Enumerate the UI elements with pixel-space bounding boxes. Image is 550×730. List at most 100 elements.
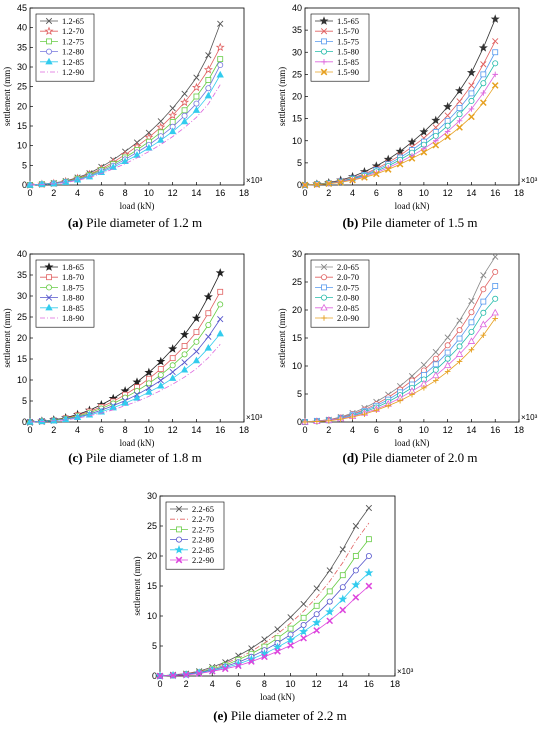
data-point-1.8-65	[215, 268, 225, 277]
series-1.5-90	[301, 82, 499, 189]
data-point-2.2-80	[365, 553, 372, 560]
legend-marker	[45, 294, 53, 301]
series-line-1.8-90	[29, 344, 221, 423]
data-point-1.5-85	[421, 145, 427, 152]
data-point-1.2-80	[205, 85, 212, 92]
x-tick-label: 8	[123, 188, 128, 198]
data-point-2.0-90	[314, 418, 320, 425]
data-point-1.5-90	[456, 124, 463, 131]
data-point-2.2-85	[312, 617, 322, 627]
data-point-1.5-85	[468, 106, 475, 112]
y-tick-label: 15	[147, 581, 157, 591]
legend-marker	[320, 28, 328, 35]
x-tick-label: 4	[75, 425, 80, 435]
y-tick-label: 20	[17, 101, 27, 111]
legend-label: 1.5-75	[337, 36, 359, 46]
data-point-1.2-85	[157, 136, 165, 143]
x-tick-label: 10	[419, 188, 429, 198]
data-point-1.5-80	[432, 132, 439, 139]
data-point-2.0-70	[468, 309, 475, 316]
legend-label: 2.0-80	[337, 293, 359, 303]
data-point-2.0-80	[492, 295, 499, 302]
data-point-1.5-90	[313, 181, 321, 188]
data-point-1.2-75	[193, 93, 200, 100]
data-point-1.8-70	[169, 355, 176, 362]
legend-marker	[44, 262, 54, 271]
data-point-1.2-65	[157, 118, 164, 125]
data-point-1.2-85	[133, 151, 141, 158]
data-point-1.5-90	[491, 82, 499, 89]
data-point-2.2-90	[287, 642, 294, 649]
data-point-2.0-80	[444, 355, 451, 362]
data-point-1.5-85	[492, 71, 499, 78]
caption-text-a: Pile diameter of 1.2 m	[83, 215, 203, 230]
caption-e: (e) Pile diameter of 2.2 m	[150, 708, 410, 724]
data-point-1.5-80	[456, 111, 463, 118]
data-point-2.0-90	[480, 332, 487, 338]
y-tick-label: 25	[17, 312, 27, 322]
data-point-2.2-85	[286, 635, 296, 644]
data-point-2.0-80	[468, 328, 475, 335]
caption-letter-a: (a)	[67, 215, 84, 230]
data-point-2.0-80	[456, 343, 463, 350]
data-point-1.2-65	[193, 74, 200, 81]
y-tick-label: 25	[292, 69, 302, 79]
x-tick-label: 6	[374, 188, 379, 198]
x-tick-label: 8	[123, 425, 128, 435]
y-tick-label: 0	[22, 180, 27, 190]
y-axis-label: settlement (mm)	[277, 67, 287, 126]
data-point-1.5-75	[468, 90, 475, 97]
data-point-1.8-80	[181, 359, 188, 366]
data-point-1.5-90	[420, 148, 428, 156]
legend-marker	[175, 556, 183, 564]
data-point-1.8-85	[192, 356, 201, 364]
data-point-2.0-65	[444, 334, 451, 341]
series-line-1.2-85	[29, 74, 221, 186]
x-tick-label: 10	[419, 425, 429, 435]
data-point-1.8-70	[157, 366, 164, 372]
legend-label: 1.5-80	[337, 47, 359, 57]
data-point-2.0-90	[421, 385, 427, 391]
y-tick-label: 0	[152, 671, 157, 681]
legend-label: 1.8-75	[62, 282, 84, 292]
data-point-2.0-75	[432, 361, 439, 368]
legend-marker	[321, 48, 328, 55]
data-point-1.8-70	[193, 329, 200, 336]
data-point-1.2-85	[85, 172, 94, 180]
y-tick-label: 25	[17, 82, 27, 92]
data-point-2.2-75	[313, 602, 320, 609]
data-point-1.2-70	[191, 82, 201, 92]
legend-marker	[176, 526, 182, 533]
data-point-2.2-90	[339, 606, 347, 614]
data-point-2.0-70	[432, 355, 439, 362]
data-point-2.0-70	[444, 342, 451, 349]
data-point-1.8-85	[145, 388, 153, 395]
data-point-2.2-85	[364, 568, 374, 577]
legend-label: 1.8-70	[62, 272, 84, 282]
data-point-1.8-75	[169, 362, 176, 369]
caption-letter-d: (d)	[342, 450, 359, 465]
legend-label: 1.2-80	[62, 47, 84, 57]
data-point-2.0-90	[444, 368, 451, 375]
data-point-2.2-65	[313, 585, 320, 592]
data-point-2.0-90	[397, 397, 403, 404]
y-tick-label: 40	[17, 249, 27, 259]
data-point-1.2-65	[217, 20, 224, 27]
y-tick-label: 10	[17, 375, 27, 385]
series-line-1.2-90	[29, 84, 221, 186]
x-tick-label: 18	[390, 679, 400, 689]
data-point-1.8-65	[132, 377, 142, 386]
legend-marker	[45, 57, 53, 65]
data-point-1.5-65	[443, 101, 453, 111]
y-axis-label: settlement (mm)	[2, 67, 12, 126]
data-point-1.5-90	[396, 160, 404, 168]
data-point-2.2-90	[156, 672, 164, 680]
data-point-2.0-85	[432, 371, 440, 379]
data-point-1.2-85	[168, 127, 177, 135]
chart-panel-c: 0 2 4 6 8 10 12 14 16 18 0 5 10 15 20 25 30 35 40 ×10³ load …	[0, 240, 275, 480]
data-point-2.0-90	[492, 315, 499, 322]
series-line-2.2-70	[159, 522, 370, 677]
data-point-1.8-75	[145, 380, 152, 387]
data-point-1.5-75	[444, 117, 451, 124]
data-point-2.0-75	[468, 319, 475, 326]
